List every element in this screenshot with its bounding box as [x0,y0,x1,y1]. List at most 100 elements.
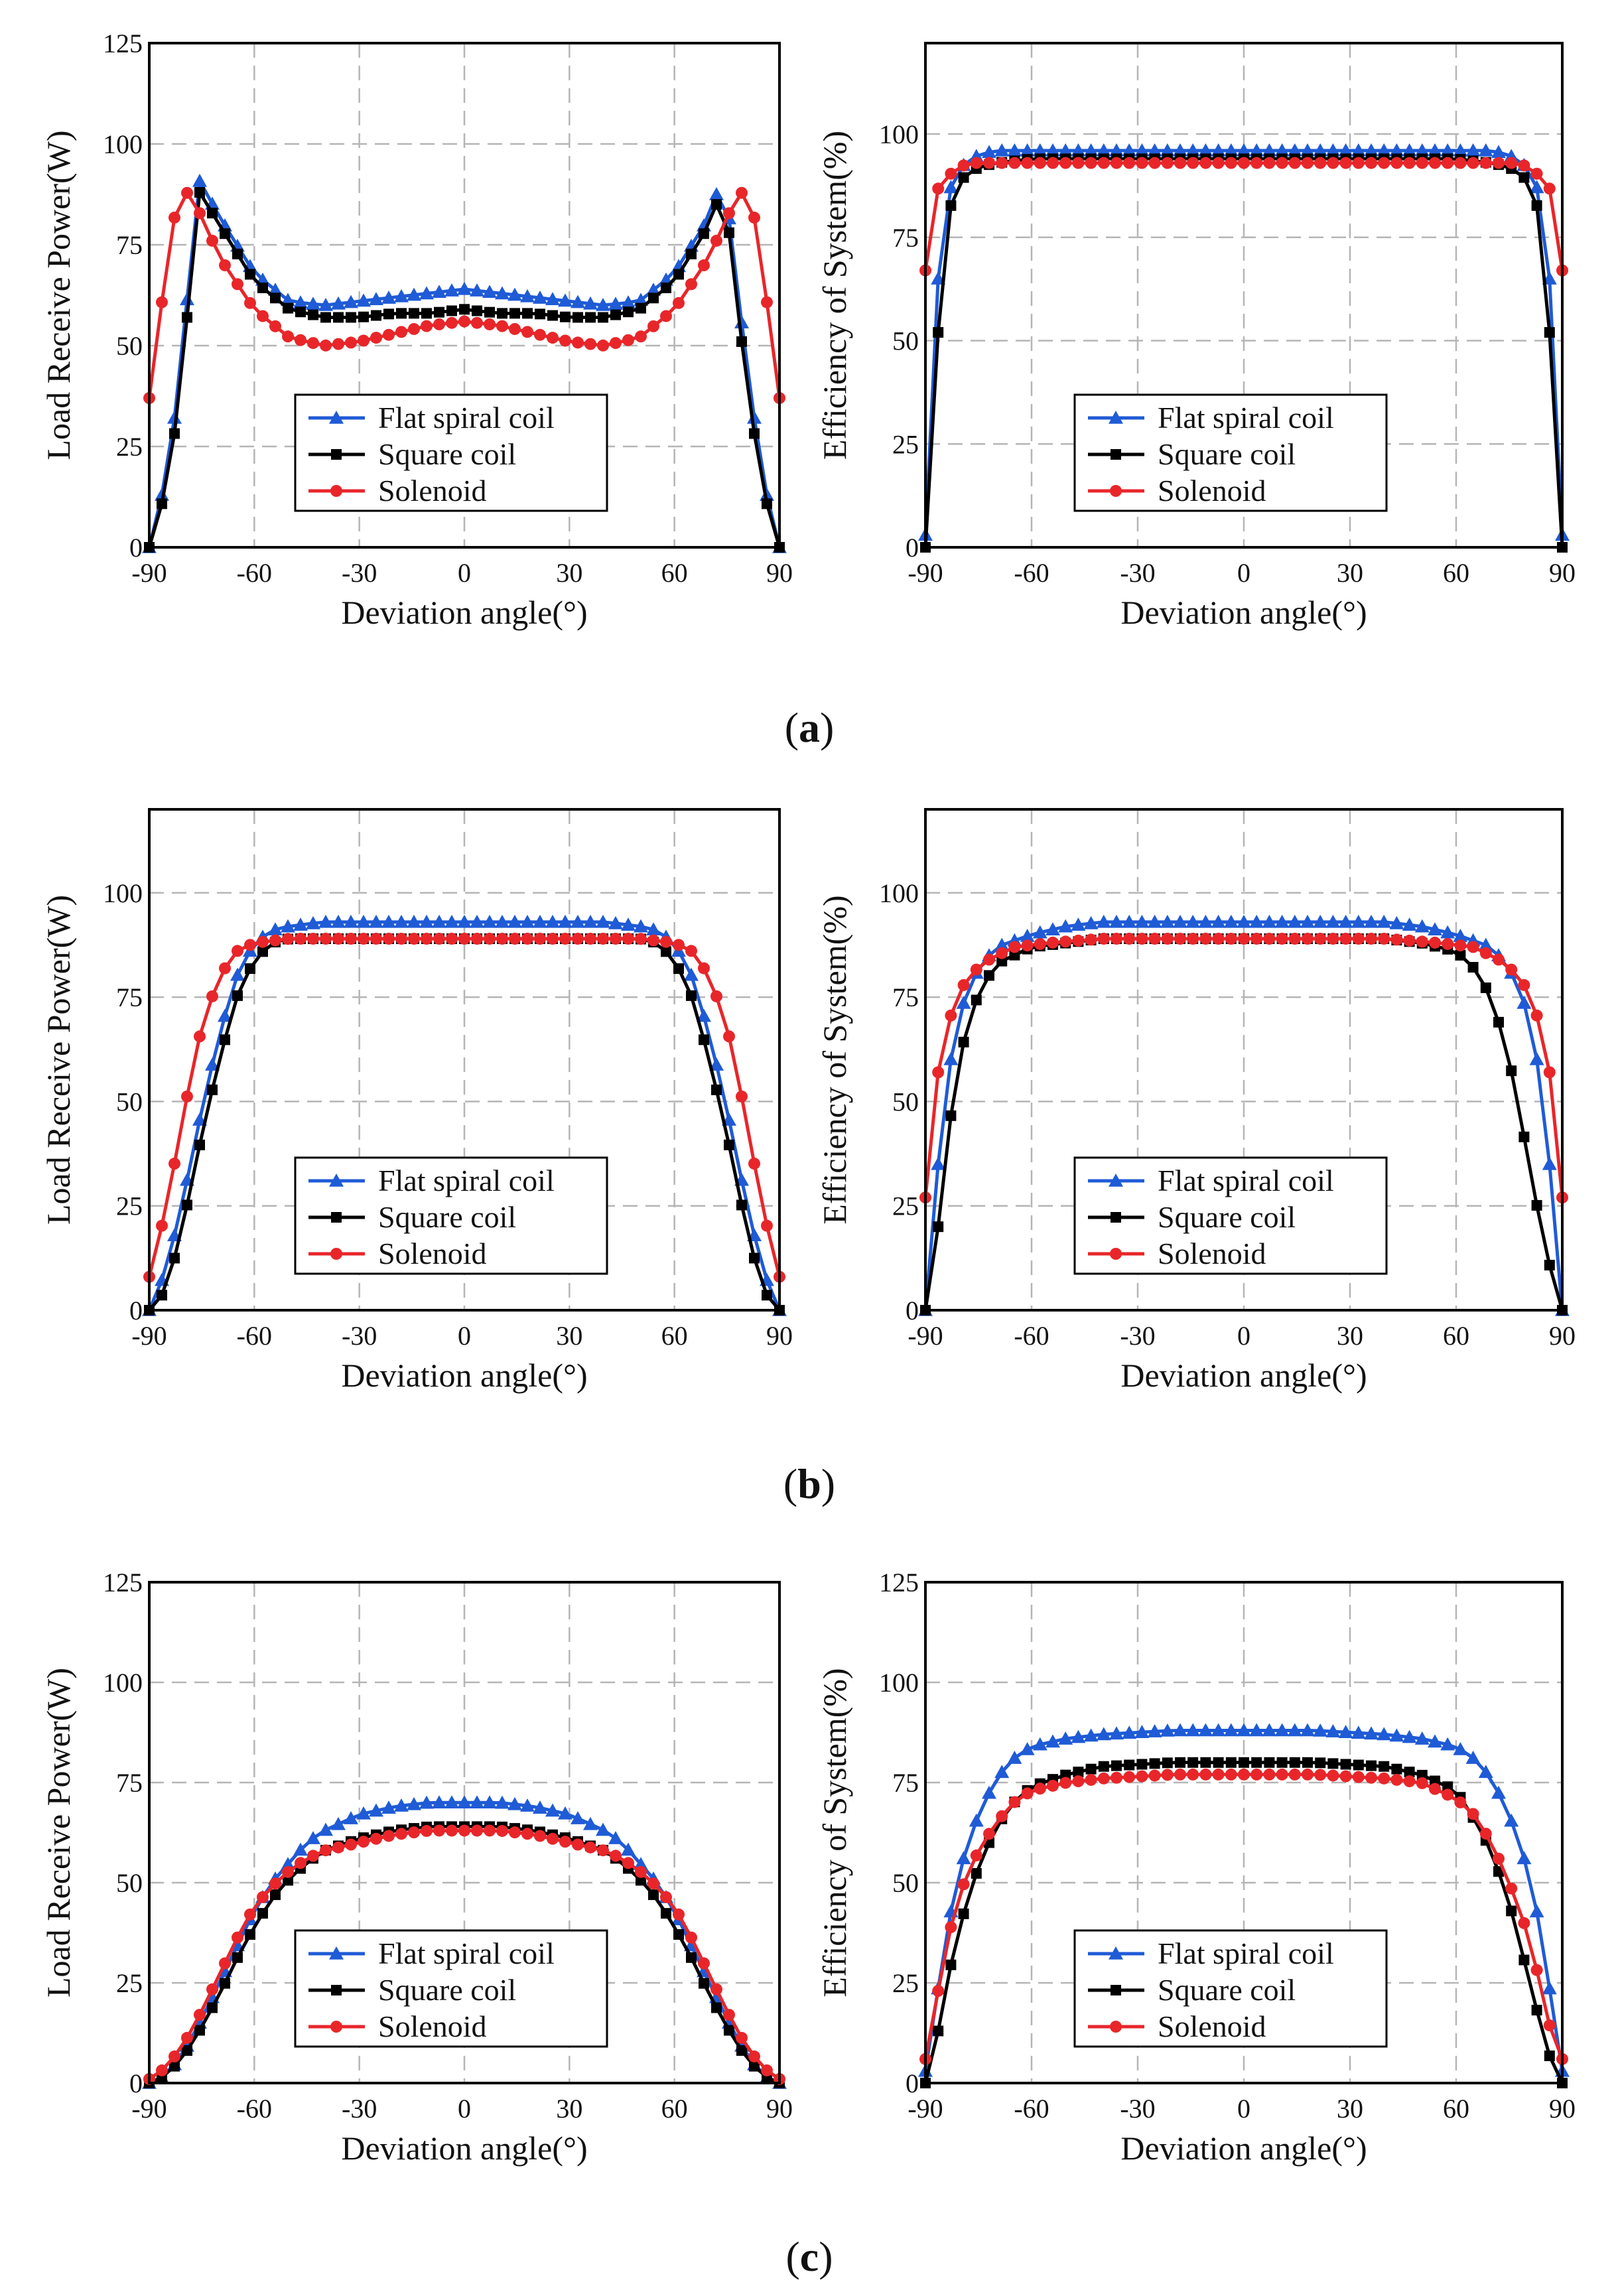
data-point [1430,1775,1440,1787]
data-point [1162,1757,1173,1769]
data-point [684,967,699,981]
data-point [1325,1724,1341,1737]
data-point [157,498,167,509]
data-point [709,187,724,200]
x-tick-label: 30 [1337,2094,1363,2124]
data-point [1136,1759,1148,1770]
data-point [1287,1723,1302,1737]
data-point [295,334,306,346]
y-axis-label: Efficiency of System(%) [816,1668,853,1997]
data-point [295,933,306,945]
data-point [1263,157,1276,169]
data-point [522,308,533,319]
x-tick-label: 0 [1237,1321,1250,1351]
data-point [1379,1761,1390,1772]
data-point [673,1908,685,1921]
legend-label: Flat spiral coil [378,401,555,435]
data-point [971,1867,982,1879]
data-point [533,1800,547,1814]
data-point [1274,914,1290,928]
data-point [333,312,344,323]
data-point [345,1838,357,1851]
data-point [283,303,293,314]
x-tick-label: -30 [342,1321,377,1351]
data-point [407,914,421,928]
legend-marker [1109,1946,1123,1960]
data-point [1032,143,1047,157]
data-point [1160,143,1175,157]
data-point [1007,1751,1022,1764]
data-point [245,1929,255,1940]
data-point [736,2031,748,2044]
legend-marker [1110,1248,1122,1260]
data-point [269,1877,281,1890]
data-point [395,1828,407,1840]
data-point [458,315,470,328]
data-point [1021,939,1034,952]
data-point [1148,157,1161,169]
data-point [1517,1851,1532,1865]
data-point [182,312,192,323]
x-tick-label: -60 [237,1321,272,1351]
data-point [484,318,496,330]
data-point [182,2045,192,2056]
x-tick-label: -90 [131,2094,167,2124]
data-point [1045,1734,1060,1748]
data-point [583,296,598,310]
x-tick-label: 60 [661,2094,688,2124]
legend-label: Square coil [1158,1200,1296,1234]
data-point [1402,1729,1417,1743]
data-point [558,914,573,928]
data-point [232,1952,243,1963]
data-point [1147,143,1162,157]
data-point [1338,143,1353,157]
data-point [421,308,432,319]
data-point [1238,933,1250,945]
data-point [169,212,180,224]
data-point [983,1828,995,1840]
legend-marker [1109,1174,1123,1187]
data-point [559,1836,571,1848]
y-tick-label: 25 [116,432,143,462]
legend-label: Flat spiral coil [378,1936,555,1970]
data-point [1021,157,1034,169]
x-tick-label: 60 [661,558,688,588]
data-point [1187,157,1199,169]
legend-label: Solenoid [1158,474,1266,507]
data-point [723,207,735,220]
data-point [358,1836,370,1848]
data-point [969,1813,984,1827]
data-point [181,2031,193,2044]
data-point [1377,1727,1392,1741]
panel-label-a: a [799,704,820,751]
data-point [205,1057,220,1071]
y-tick-label: 75 [116,1768,143,1798]
data-point [207,2002,218,2013]
panel-caption-a: (a) [784,704,835,751]
legend-marker [329,1174,344,1187]
data-point [444,1795,459,1808]
data-point [983,157,995,169]
data-point [1059,157,1072,169]
data-point [1225,1768,1237,1781]
data-point [1237,1723,1251,1737]
data-point [699,228,709,239]
data-point [495,914,509,928]
y-tick-label: 50 [892,1087,919,1116]
data-point [1339,933,1352,945]
data-point [1530,167,1543,180]
data-point [1249,1723,1264,1737]
x-tick-label: 0 [1237,2094,1250,2124]
data-point [307,337,319,350]
data-point [1505,1882,1518,1895]
data-point [194,1139,205,1150]
data-point [685,278,697,291]
data-point [1008,157,1021,169]
data-point [157,1290,167,1301]
data-point [945,1009,957,1022]
data-point [169,428,180,439]
data-point [547,933,559,945]
x-tick-label: -90 [131,1321,167,1351]
data-point [484,1824,496,1837]
data-point [1083,1728,1099,1742]
